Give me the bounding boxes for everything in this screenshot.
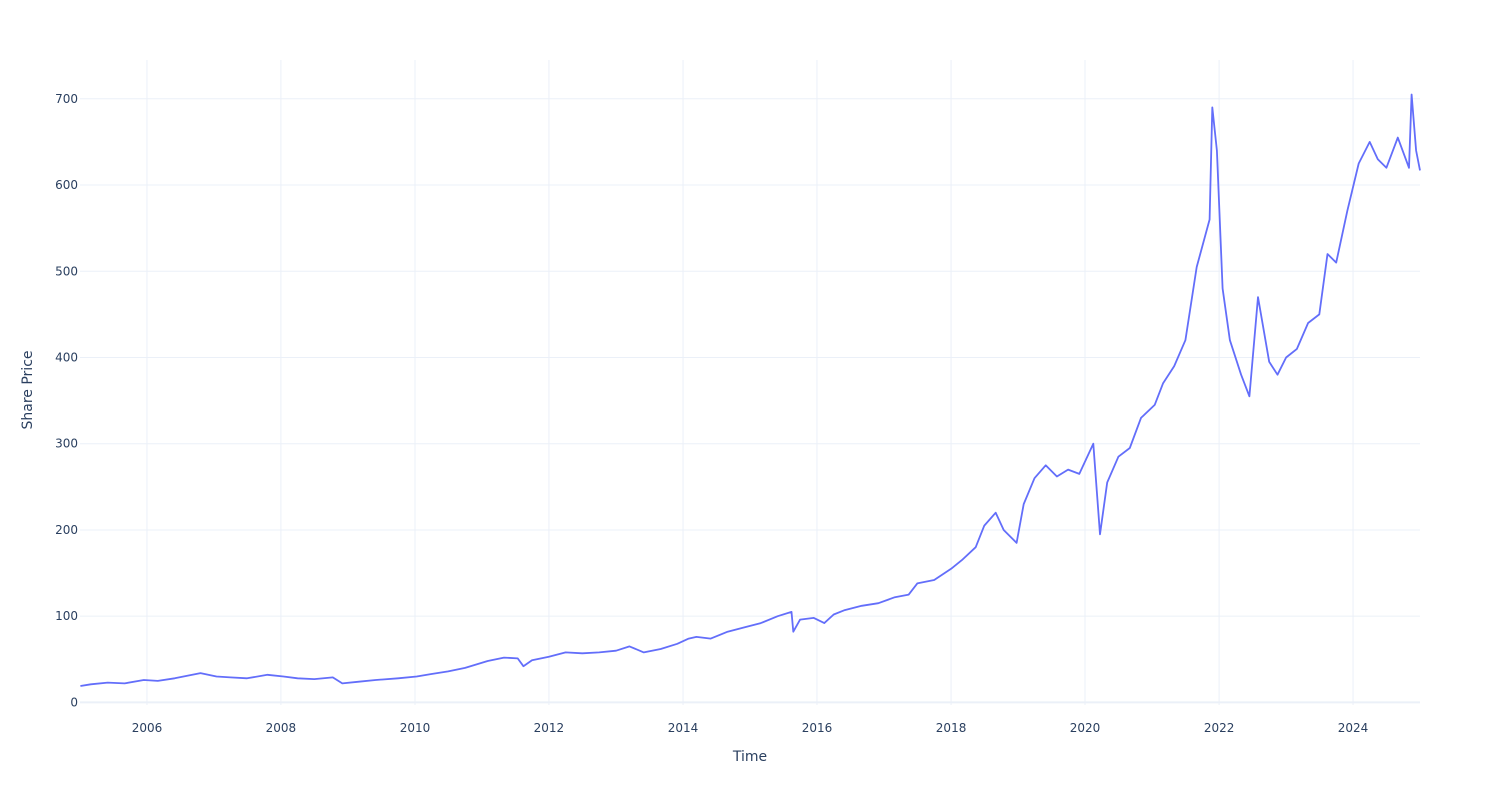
x-tick-label: 2010 xyxy=(400,721,431,735)
x-tick-label: 2006 xyxy=(132,721,163,735)
y-tick-label: 400 xyxy=(55,350,78,364)
x-tick-label: 2014 xyxy=(668,721,699,735)
share-price-line[interactable] xyxy=(80,93,1421,687)
y-axis-title: Share Price xyxy=(20,350,36,429)
x-tick-label: 2012 xyxy=(534,721,565,735)
x-gridlines xyxy=(146,60,1354,705)
plot-background xyxy=(80,60,1420,705)
y-tick-label: 500 xyxy=(55,264,78,278)
x-tick-labels: 2006 2008 2010 2012 2014 2016 2018 2020 2022 2024 xyxy=(132,721,1369,735)
y-gridlines xyxy=(80,98,1420,704)
y-tick-label: 200 xyxy=(55,523,78,537)
x-tick-label: 2008 xyxy=(266,721,297,735)
x-axis-title: Time xyxy=(732,749,767,765)
x-tick-label: 2024 xyxy=(1338,721,1369,735)
x-tick-label: 2022 xyxy=(1204,721,1235,735)
y-tick-label: 300 xyxy=(55,437,78,451)
x-tick-label: 2016 xyxy=(802,721,833,735)
x-tick-label: 2018 xyxy=(936,721,967,735)
x-tick-label: 2020 xyxy=(1070,721,1101,735)
y-tick-labels: 0 100 200 300 400 500 600 700 xyxy=(55,92,78,710)
series-group[interactable] xyxy=(80,93,1421,687)
y-tick-label: 100 xyxy=(55,609,78,623)
y-tick-label: 600 xyxy=(55,178,78,192)
y-tick-label: 700 xyxy=(55,92,78,106)
y-tick-label: 0 xyxy=(70,695,78,709)
